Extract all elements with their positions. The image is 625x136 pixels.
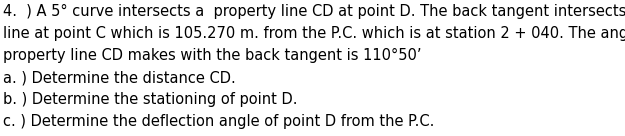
Text: b. ) Determine the stationing of point D.: b. ) Determine the stationing of point D…	[3, 92, 298, 107]
Text: a. ) Determine the distance CD.: a. ) Determine the distance CD.	[3, 70, 236, 85]
Text: 4.  ) A 5° curve intersects a  property line CD at point D. The back tangent int: 4. ) A 5° curve intersects a property li…	[3, 4, 625, 19]
Text: property line CD makes with the back tangent is 110°50’: property line CD makes with the back tan…	[3, 48, 422, 63]
Text: c. ) Determine the deflection angle of point D from the P.C.: c. ) Determine the deflection angle of p…	[3, 114, 434, 129]
Text: line at point C which is 105.270 m. from the P.C. which is at station 2 + 040. T: line at point C which is 105.270 m. from…	[3, 26, 625, 41]
